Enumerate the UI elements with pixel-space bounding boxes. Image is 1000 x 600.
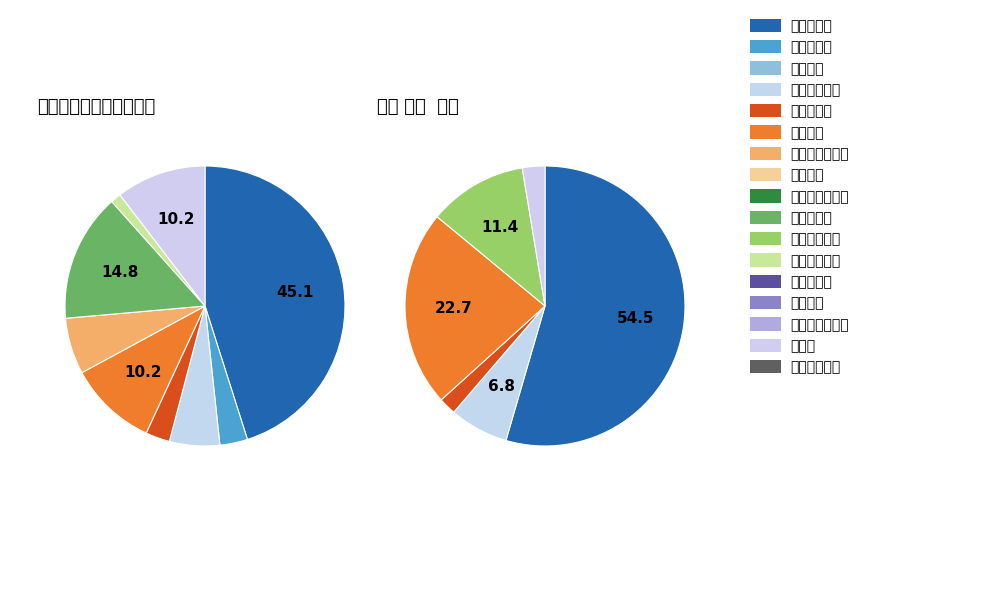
Text: 45.1: 45.1 <box>276 284 314 299</box>
Wedge shape <box>506 166 685 446</box>
Wedge shape <box>169 306 220 446</box>
Wedge shape <box>437 168 545 306</box>
Wedge shape <box>405 217 545 400</box>
Wedge shape <box>441 306 545 412</box>
Legend: ストレート, ツーシーム, シュート, カットボール, スプリット, フォーク, チェンジアップ, シンカー, 高速スライダー, スライダー, 縦スライダー, : ストレート, ツーシーム, シュート, カットボール, スプリット, フォーク,… <box>750 19 849 374</box>
Wedge shape <box>65 202 205 318</box>
Text: 14.8: 14.8 <box>102 265 139 280</box>
Text: 田宮 裕涼  選手: 田宮 裕涼 選手 <box>377 98 459 116</box>
Wedge shape <box>82 306 205 433</box>
Wedge shape <box>522 166 545 306</box>
Text: 22.7: 22.7 <box>435 301 473 316</box>
Text: 54.5: 54.5 <box>616 311 654 326</box>
Wedge shape <box>454 306 545 440</box>
Text: 11.4: 11.4 <box>481 220 518 235</box>
Text: 6.8: 6.8 <box>488 379 515 394</box>
Wedge shape <box>146 306 205 442</box>
Wedge shape <box>205 166 345 439</box>
Wedge shape <box>120 166 205 306</box>
Text: 10.2: 10.2 <box>124 365 161 380</box>
Wedge shape <box>205 306 247 445</box>
Text: パ・リーグ全プレイヤー: パ・リーグ全プレイヤー <box>37 98 155 116</box>
Wedge shape <box>112 195 205 306</box>
Wedge shape <box>66 306 205 373</box>
Text: 10.2: 10.2 <box>157 212 195 227</box>
